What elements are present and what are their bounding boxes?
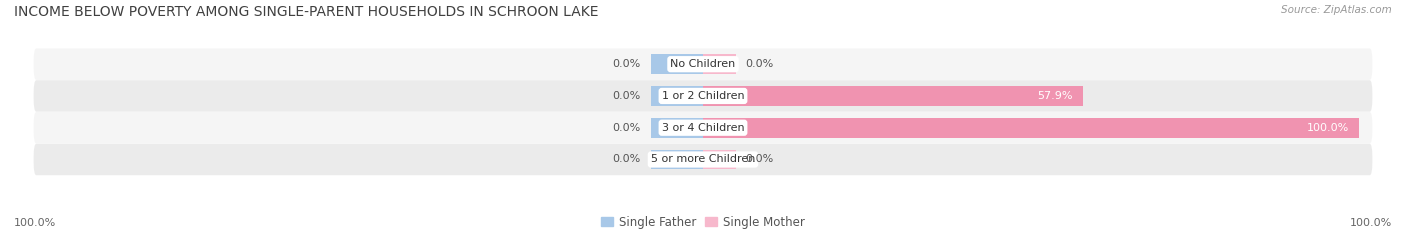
FancyBboxPatch shape xyxy=(34,48,1372,80)
Text: 1 or 2 Children: 1 or 2 Children xyxy=(662,91,744,101)
Text: INCOME BELOW POVERTY AMONG SINGLE-PARENT HOUSEHOLDS IN SCHROON LAKE: INCOME BELOW POVERTY AMONG SINGLE-PARENT… xyxy=(14,5,599,19)
Text: 100.0%: 100.0% xyxy=(1308,123,1350,133)
FancyBboxPatch shape xyxy=(34,144,1372,175)
Text: Source: ZipAtlas.com: Source: ZipAtlas.com xyxy=(1281,5,1392,15)
Bar xyxy=(651,86,703,106)
Bar xyxy=(703,118,1360,137)
Text: 0.0%: 0.0% xyxy=(745,59,773,69)
Text: 0.0%: 0.0% xyxy=(613,59,641,69)
Text: 0.0%: 0.0% xyxy=(745,154,773,164)
Text: 0.0%: 0.0% xyxy=(613,123,641,133)
Text: 100.0%: 100.0% xyxy=(14,218,56,228)
Bar xyxy=(651,118,703,137)
FancyBboxPatch shape xyxy=(34,112,1372,144)
Text: 57.9%: 57.9% xyxy=(1038,91,1073,101)
FancyBboxPatch shape xyxy=(34,80,1372,112)
Bar xyxy=(703,86,1083,106)
Text: No Children: No Children xyxy=(671,59,735,69)
Bar xyxy=(651,54,703,74)
Bar xyxy=(703,54,735,74)
Bar xyxy=(651,150,703,169)
Bar xyxy=(703,150,735,169)
Text: 0.0%: 0.0% xyxy=(613,154,641,164)
Text: 100.0%: 100.0% xyxy=(1350,218,1392,228)
Text: 0.0%: 0.0% xyxy=(613,91,641,101)
Text: 3 or 4 Children: 3 or 4 Children xyxy=(662,123,744,133)
Text: 5 or more Children: 5 or more Children xyxy=(651,154,755,164)
Legend: Single Father, Single Mother: Single Father, Single Mother xyxy=(600,216,806,229)
